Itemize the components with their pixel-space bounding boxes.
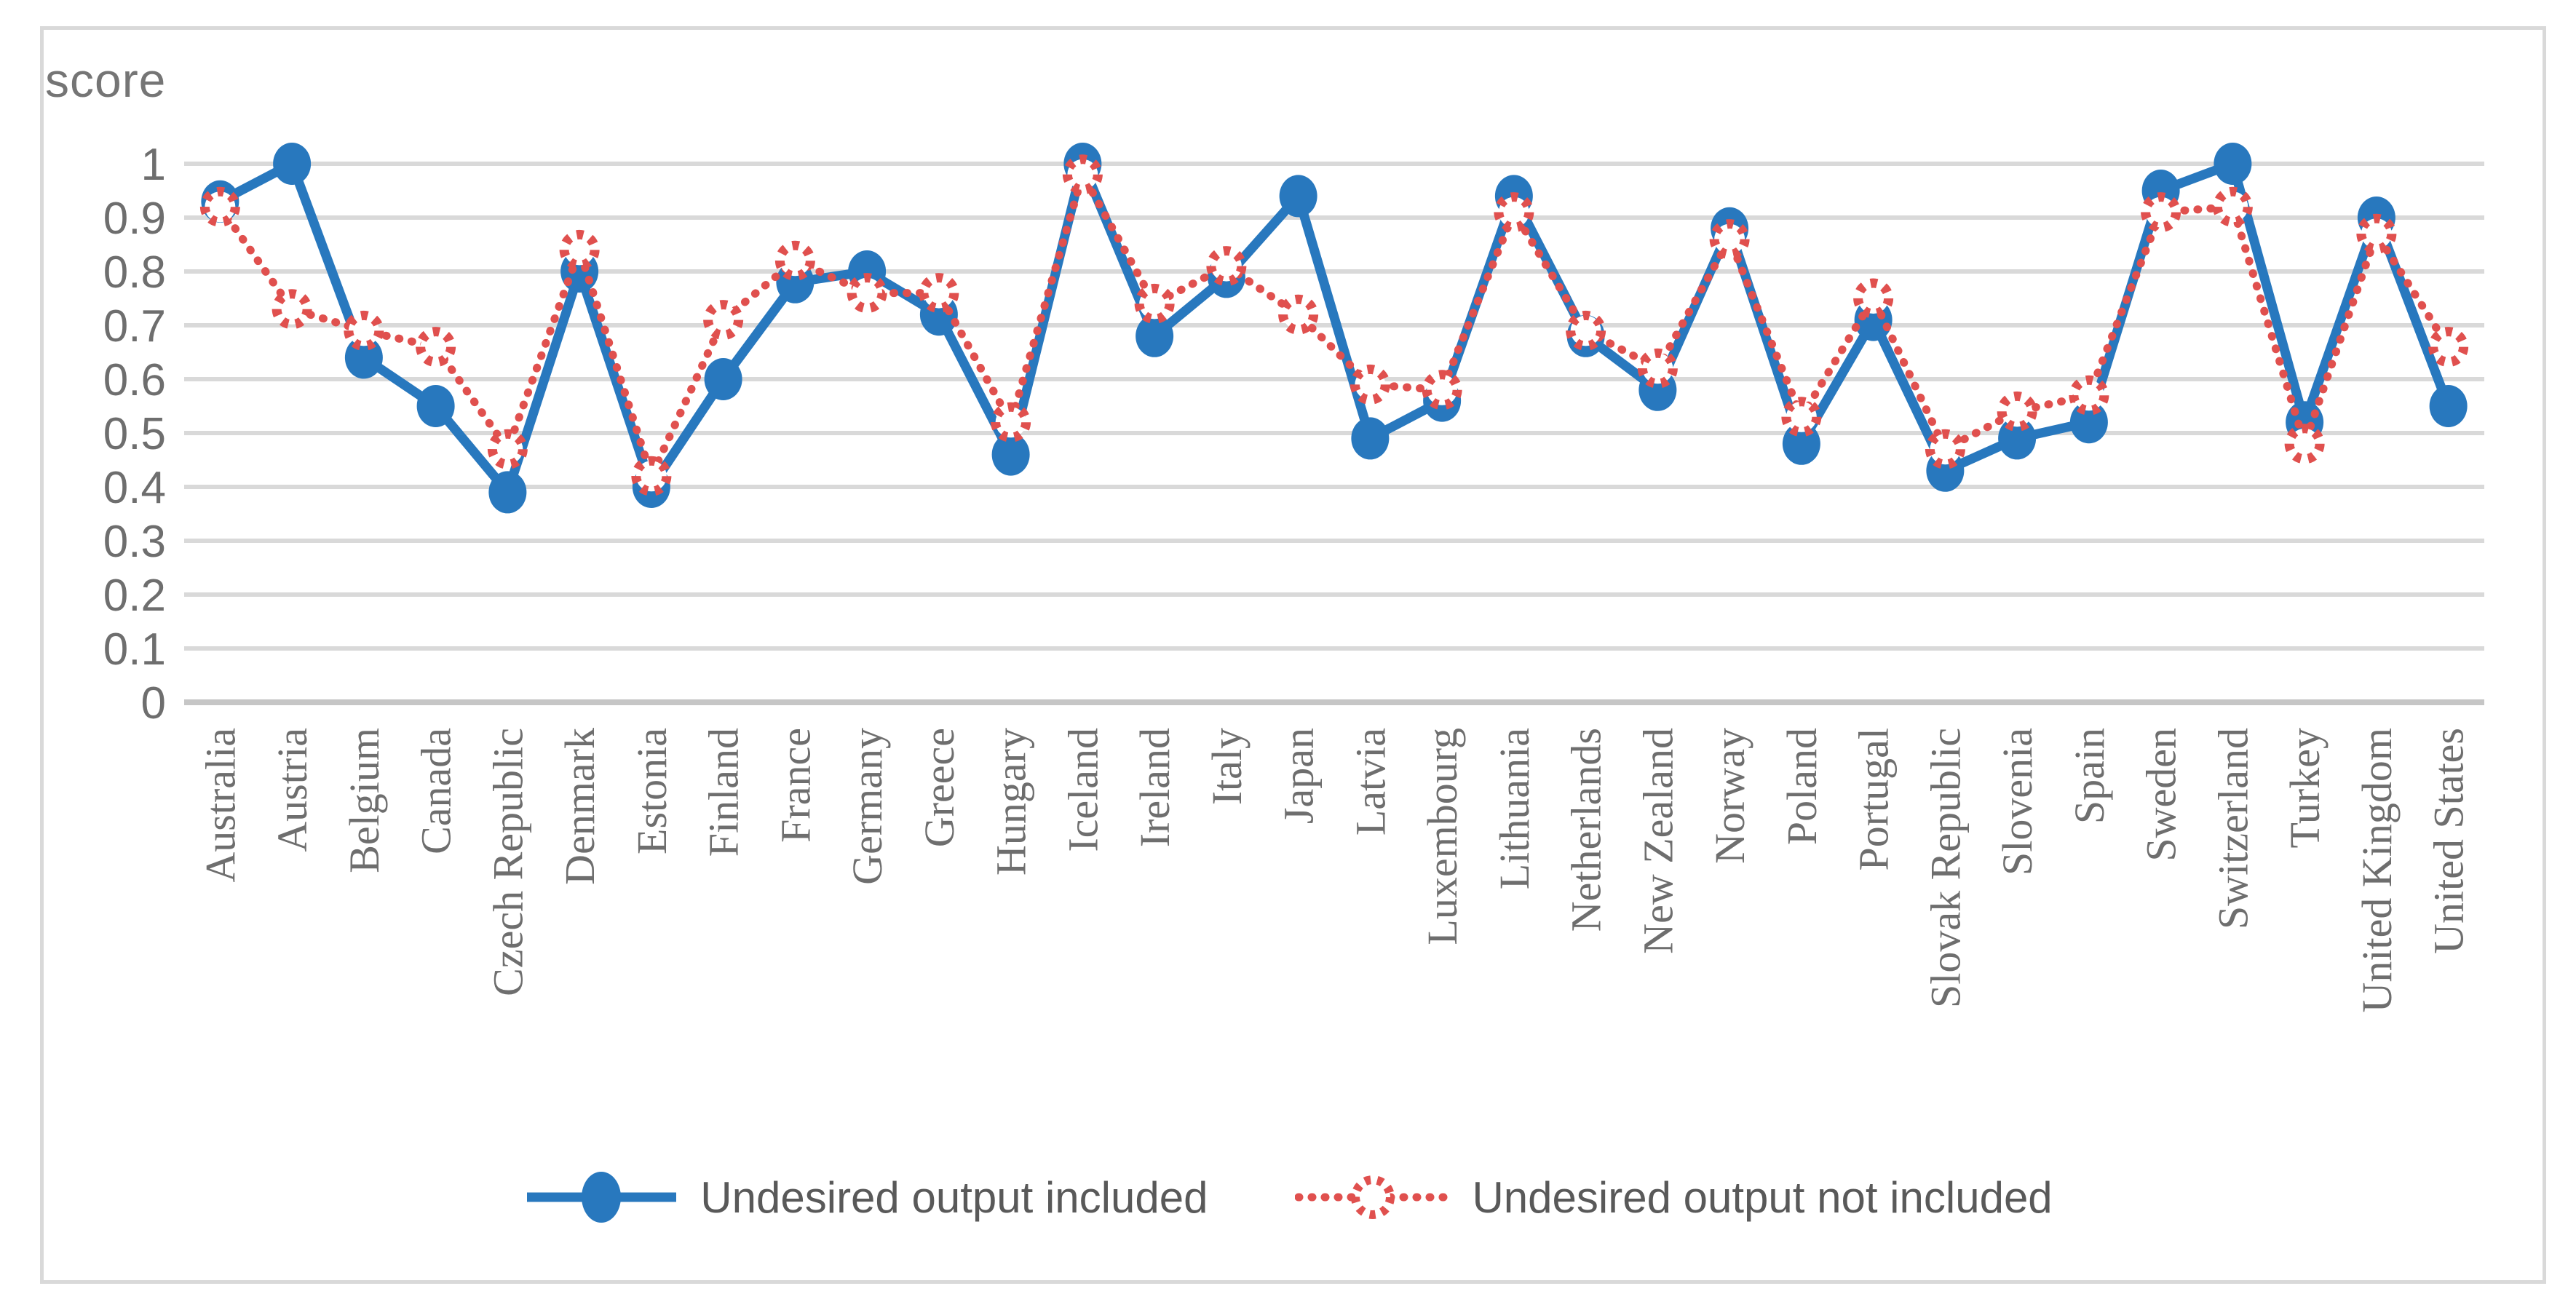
x-tick-label: Canada <box>413 728 460 854</box>
data-point-marker-filled-circle <box>2214 143 2252 185</box>
data-point-marker-open-circle <box>919 273 959 314</box>
data-point-marker-open-circle <box>1062 154 1103 195</box>
data-point-marker-open-circle <box>272 289 312 330</box>
data-point-marker-filled-circle <box>416 385 455 427</box>
series-line-undesired-output-included <box>215 159 2454 497</box>
x-tick-label: Ireland <box>1131 728 1178 847</box>
y-tick-label: 0.7 <box>103 301 166 352</box>
y-axis-title: score <box>45 53 167 107</box>
legend-label: Undesired output included <box>700 1172 1208 1222</box>
x-tick-label: Australia <box>197 728 244 883</box>
data-point-marker-open-circle <box>2141 192 2181 233</box>
x-tick-label: France <box>772 728 819 843</box>
x-tick-label: Sweden <box>2138 728 2185 862</box>
data-point-marker-open-circle <box>2284 424 2325 464</box>
data-point-marker-open-circle <box>199 186 240 227</box>
data-point-marker-open-circle <box>487 429 528 469</box>
data-point-marker-open-circle <box>1997 391 2037 432</box>
data-point-marker-open-circle <box>1422 370 1462 410</box>
data-point-marker-open-circle <box>847 273 887 314</box>
legend-item-undesired-output-included: Undesired output included <box>523 1164 1208 1230</box>
x-tick-label: Iceland <box>1059 728 1106 852</box>
x-tick-label: Slovenia <box>1994 728 2041 876</box>
data-point-marker-open-circle <box>1925 429 1965 469</box>
data-point-marker-open-circle <box>1566 310 1606 351</box>
chart-border <box>40 26 2546 1284</box>
y-tick-label: 0.3 <box>103 517 166 567</box>
data-point-marker-filled-circle <box>1136 314 1174 357</box>
x-tick-label: Portugal <box>1850 728 1898 871</box>
x-tick-label: United Kingdom <box>2353 728 2401 1012</box>
data-point-marker-open-circle <box>1350 364 1390 405</box>
x-tick-label: Belgium <box>341 728 388 873</box>
y-tick-label: 0 <box>141 678 166 729</box>
x-tick-label: Finland <box>700 728 748 857</box>
y-tick-label: 0.9 <box>103 194 166 244</box>
x-tick-label: United States <box>2425 728 2473 954</box>
x-tick-label: Austria <box>269 728 316 852</box>
y-tick-label: 0.5 <box>103 409 166 459</box>
x-tick-label: Norway <box>1706 728 1753 864</box>
data-point-marker-open-circle <box>416 327 456 368</box>
data-point-marker-open-circle <box>991 402 1031 442</box>
x-tick-label: Poland <box>1778 728 1826 845</box>
x-tick-label: New Zealand <box>1634 728 1681 954</box>
data-point-marker-open-circle <box>631 456 672 496</box>
data-point-marker-open-circle <box>1637 348 1678 389</box>
y-tick-label: 0.1 <box>103 624 166 675</box>
data-point-marker-open-circle <box>1134 283 1175 324</box>
x-tick-label: Latvia <box>1347 728 1394 835</box>
data-point-marker-open-circle <box>774 240 815 281</box>
x-tick-label: Lithuania <box>1491 728 1538 889</box>
x-tick-label: Netherlands <box>1563 728 1610 932</box>
data-point-marker-open-circle <box>344 310 384 351</box>
data-point-marker-open-circle <box>2212 186 2253 227</box>
x-tick-label: Luxembourg <box>1419 728 1466 945</box>
y-tick-label: 1 <box>141 140 166 190</box>
y-tick-label: 0.6 <box>103 355 166 405</box>
x-tick-label: Japan <box>1275 728 1323 824</box>
x-tick-label: Greece <box>916 728 963 847</box>
x-tick-label: Germany <box>844 728 891 885</box>
x-tick-label: Denmark <box>556 728 603 885</box>
x-tick-label: Czech Republic <box>484 728 531 996</box>
data-point-marker-open-circle <box>559 229 600 270</box>
data-point-marker-open-circle <box>1853 278 1894 319</box>
data-point-marker-filled-circle <box>704 358 742 400</box>
legend-item-undesired-output-not-included: Undesired output not included <box>1295 1164 2053 1230</box>
data-point-marker-open-circle <box>2356 213 2397 254</box>
x-tick-label: Hungary <box>988 728 1035 876</box>
y-tick-label: 0.4 <box>103 463 166 513</box>
y-tick-label: 0.8 <box>103 247 166 298</box>
data-point-marker-open-circle <box>1278 294 1319 335</box>
y-tick-label: 0.2 <box>103 571 166 621</box>
data-point-marker-filled-circle <box>1351 417 1390 460</box>
data-point-marker-open-circle <box>2069 375 2109 416</box>
data-point-marker-filled-circle <box>273 143 312 185</box>
data-point-marker-filled-circle <box>2429 385 2468 427</box>
data-point-marker-open-circle <box>2428 327 2469 368</box>
x-tick-label: Spain <box>2066 728 2113 824</box>
data-point-marker-open-circle <box>1494 192 1534 233</box>
legend-label: Undesired output not included <box>1472 1172 2053 1222</box>
x-tick-label: Italy <box>1203 728 1251 805</box>
x-tick-label: Turkey <box>2281 728 2329 848</box>
x-tick-label: Switzerland <box>2209 728 2256 929</box>
legend-dotted-line-open-circle-icon <box>1295 1175 1452 1219</box>
data-point-marker-open-circle <box>1781 397 1822 437</box>
data-point-marker-filled-circle <box>1279 175 1317 218</box>
legend-solid-line-filled-circle-icon <box>527 1172 677 1223</box>
x-tick-label: Estonia <box>628 728 675 854</box>
data-point-marker-filled-circle <box>488 471 527 514</box>
data-point-marker-open-circle <box>1709 219 1750 260</box>
data-point-marker-open-circle <box>1206 246 1247 287</box>
data-point-marker-filled-circle <box>991 433 1030 476</box>
data-point-marker-open-circle <box>703 300 744 341</box>
x-tick-label: Slovak Republic <box>1922 728 1969 1008</box>
chart-legend: Undesired output included Undesired outp… <box>0 1164 2576 1230</box>
